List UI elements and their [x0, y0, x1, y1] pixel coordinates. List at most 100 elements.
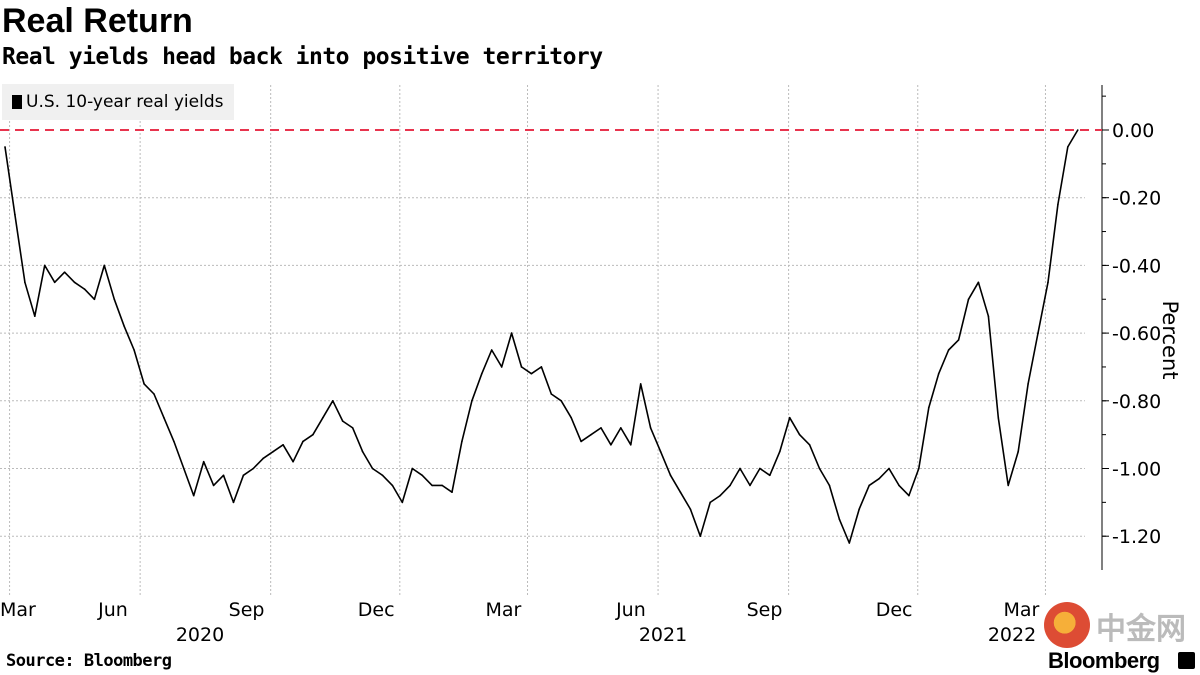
data-point	[292, 460, 294, 463]
data-point	[610, 444, 612, 446]
data-point	[391, 484, 394, 487]
x-tick-label: Sep	[747, 599, 783, 621]
data-point	[888, 467, 890, 470]
data-point	[93, 298, 96, 301]
legend: U.S. 10-year real yields	[2, 84, 234, 120]
data-point	[43, 264, 46, 267]
data-point	[729, 484, 731, 487]
data-point	[490, 349, 493, 351]
data-point	[4, 146, 6, 148]
data-point	[868, 484, 870, 487]
data-point	[629, 444, 632, 446]
data-point	[53, 281, 56, 284]
data-point	[351, 427, 354, 429]
data-point	[312, 433, 314, 436]
x-year-label: 2021	[639, 624, 687, 646]
data-point	[808, 444, 811, 446]
data-point	[302, 440, 304, 443]
data-point	[778, 450, 781, 453]
data-point	[739, 467, 741, 470]
data-point	[769, 474, 771, 477]
data-point	[620, 427, 622, 429]
data-point	[153, 393, 155, 395]
data-point	[977, 281, 980, 284]
data-point	[182, 467, 185, 470]
data-point	[798, 433, 801, 436]
data-point	[550, 393, 553, 395]
data-point	[1037, 332, 1039, 334]
data-point	[918, 467, 920, 470]
y-tick-label: -0.60	[1112, 323, 1161, 345]
data-point	[471, 400, 473, 402]
data-point	[192, 494, 195, 497]
data-point	[1007, 484, 1010, 487]
data-point	[222, 474, 225, 477]
data-point	[331, 400, 334, 402]
y-tick-label: 0.00	[1112, 120, 1154, 142]
data-point	[540, 366, 543, 368]
chart-title: Real Return	[2, 2, 193, 40]
data-point	[828, 484, 831, 487]
data-point	[530, 372, 533, 375]
data-point	[649, 427, 652, 429]
data-point	[510, 332, 513, 334]
data-point	[709, 501, 712, 504]
data-point	[699, 535, 702, 537]
data-point	[252, 467, 255, 470]
data-point	[143, 383, 145, 385]
data-point	[788, 416, 791, 419]
x-tick-label: Dec	[358, 599, 395, 621]
data-point	[242, 474, 245, 477]
data-point	[1057, 203, 1059, 206]
data-point	[33, 315, 36, 317]
y-tick-label: -1.20	[1112, 526, 1161, 548]
data-point	[272, 450, 274, 453]
data-point	[1067, 146, 1069, 148]
data-point	[858, 508, 861, 510]
data-point	[63, 271, 66, 273]
data-point	[1027, 383, 1029, 385]
data-point	[232, 501, 235, 504]
data-point	[937, 372, 940, 375]
data-point	[898, 484, 900, 487]
data-point	[173, 440, 175, 443]
y-axis-label: Percent	[1158, 300, 1182, 380]
data-point	[659, 450, 662, 453]
data-point	[480, 372, 483, 375]
x-tick-label: Mar	[0, 599, 36, 621]
data-point	[878, 477, 880, 480]
data-point	[411, 467, 414, 470]
data-point	[103, 264, 106, 267]
y-tick-label: -0.80	[1112, 391, 1161, 413]
data-point	[1076, 129, 1079, 131]
data-point	[83, 288, 86, 290]
data-point	[262, 457, 265, 460]
y-tick-label: -0.20	[1112, 188, 1161, 210]
data-point	[947, 349, 950, 351]
watermark-text: 中金网	[1096, 612, 1186, 647]
data-point	[669, 474, 672, 477]
data-point	[997, 416, 1000, 419]
data-point	[361, 450, 364, 453]
data-point	[133, 349, 135, 351]
data-point	[421, 474, 423, 477]
data-point	[600, 427, 602, 429]
data-point	[123, 325, 125, 328]
data-point	[838, 518, 841, 521]
data-point	[759, 467, 761, 470]
data-point	[987, 315, 990, 317]
data-point	[908, 494, 910, 497]
data-point	[570, 416, 572, 419]
x-tick-label: Jun	[615, 599, 646, 621]
data-point	[818, 467, 821, 470]
data-point	[689, 508, 692, 510]
data-point	[967, 298, 970, 301]
data-point	[580, 440, 582, 443]
data-point	[163, 416, 165, 419]
data-point	[679, 491, 682, 493]
legend-label: U.S. 10-year real yields	[26, 92, 224, 112]
data-point	[639, 383, 642, 385]
data-point	[1017, 450, 1019, 453]
data-point	[371, 467, 374, 470]
